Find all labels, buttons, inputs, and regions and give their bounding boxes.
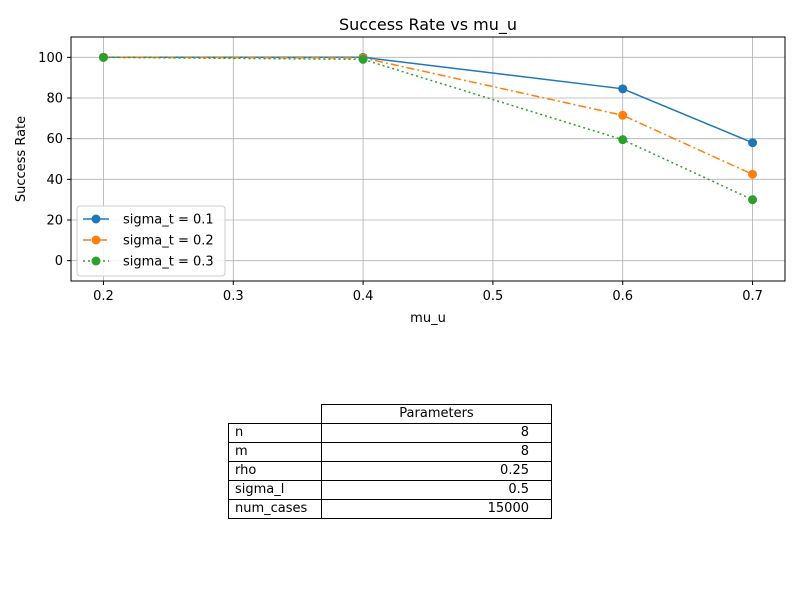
x-tick-label: 0.4 [353,289,374,304]
series-line-2 [103,56,753,175]
table-header-row: Parameters [229,404,552,424]
table-row: sigma_l 0.5 [228,480,552,500]
legend-marker [91,214,101,224]
table-row-key: sigma_l [228,480,322,500]
plot-frame [70,36,786,282]
y-tick-label: 80 [46,92,63,107]
x-tick-label: 0.5 [483,289,504,304]
table-row-value: 0.5 [321,480,552,500]
series-line-3 [103,56,753,201]
table-row-value: 0.25 [321,461,552,481]
table-row-key: num_cases [228,499,322,519]
table-header: Parameters [321,404,552,424]
legend-label: sigma_t = 0.1 [123,213,214,228]
data-point [358,54,368,64]
table-row-key: n [228,423,322,443]
data-point [748,169,758,179]
x-tick-label: 0.7 [742,289,763,304]
y-tick-label: 60 [46,132,63,147]
table-row: rho 0.25 [228,461,552,481]
legend-marker [91,256,101,266]
x-tick-label: 0.3 [223,289,244,304]
x-axis-label: mu_u [410,311,446,326]
table-row: n 8 [228,423,552,443]
y-tick-label: 20 [46,214,63,229]
legend-box [76,205,226,277]
table-corner-cell [229,405,322,424]
legend-label: sigma_t = 0.3 [123,255,214,270]
data-point [618,135,628,145]
data-point [618,110,628,120]
table-row-value: 15000 [321,499,552,519]
y-tick-label: 100 [38,51,63,66]
table-row-key: rho [228,461,322,481]
x-tick-label: 0.6 [612,289,633,304]
table-row-value: 8 [321,442,552,462]
table-row-value: 8 [321,423,552,443]
parameters-table: Parameters n 8 m 8 rho 0.25 sigma_l 0.5 … [228,404,552,519]
legend-marker [91,235,101,245]
series-group [98,52,758,205]
data-point [98,52,108,62]
data-point [748,138,758,148]
chart-title: Success Rate vs mu_u [339,15,517,35]
legend-label: sigma_t = 0.2 [123,234,214,249]
table-row: m 8 [228,442,552,462]
x-tick-label: 0.2 [93,289,114,304]
data-point [618,84,628,94]
legend: sigma_t = 0.1 sigma_t = 0.2 sigma_t = 0.3 [76,205,226,277]
y-tick-label: 40 [46,173,63,188]
y-tick-label: 0 [55,254,63,269]
table-row: num_cases 15000 [228,499,552,519]
y-axis-label: Success Rate [14,116,29,202]
data-point [748,195,758,205]
table-row-key: m [228,442,322,462]
axis-ticks: 0.2 0.3 0.4 0.5 0.6 0.7 0 20 40 60 80 100 [38,51,763,304]
